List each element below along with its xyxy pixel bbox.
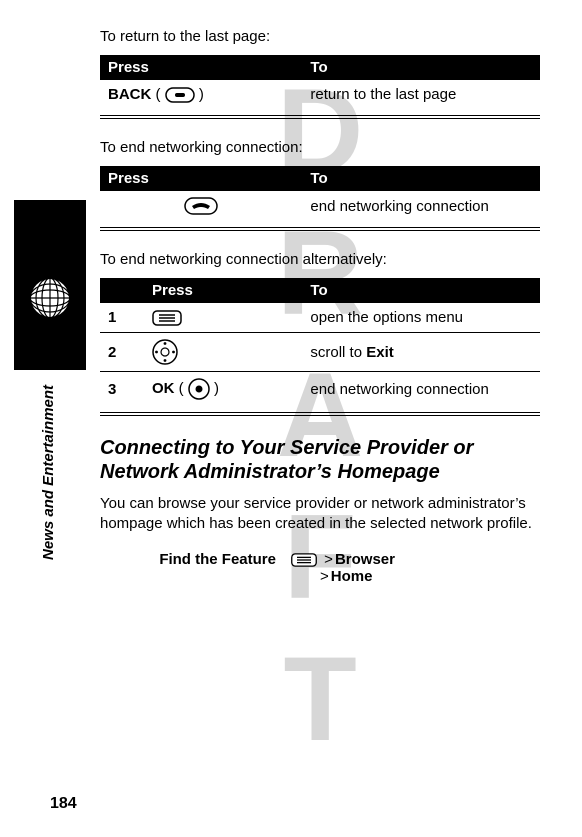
table-end-conn: Press To end networking connection <box>100 166 540 221</box>
to-cell: end networking connection <box>302 372 540 407</box>
nav-key-icon <box>152 339 178 365</box>
table-end-rule <box>100 227 540 231</box>
col-press: Press <box>144 278 302 303</box>
col-to: To <box>302 55 540 80</box>
col-to: To <box>302 278 540 303</box>
page-number: 184 <box>50 795 77 813</box>
press-cell <box>100 191 302 221</box>
intro-end-conn: To end networking connection: <box>100 139 540 156</box>
section-heading: Connecting to Your Service Provider or N… <box>100 436 540 484</box>
paren-open: ( <box>179 380 188 397</box>
table-row: 2 scroll to Exit <box>100 333 540 372</box>
exit-label: Exit <box>366 344 394 361</box>
press-cell: BACK ( ) <box>100 80 302 109</box>
body-paragraph: You can browse your service provider or … <box>100 494 540 535</box>
path-browser: Browser <box>335 551 395 568</box>
paren-close: ) <box>199 86 204 103</box>
sidebar-section-label: News and Entertainment <box>40 385 57 560</box>
table-return-last-page: Press To BACK ( ) return to the <box>100 55 540 109</box>
table-end-rule <box>100 115 540 119</box>
globe-icon <box>28 276 72 320</box>
paren-close: ) <box>214 380 219 397</box>
table-row: 3 OK ( ) end networking connection <box>100 372 540 407</box>
action-prefix: scroll to <box>310 344 366 361</box>
path-home: Home <box>331 568 373 585</box>
end-key-icon <box>184 197 218 215</box>
main-content: To return to the last page: Press To BAC… <box>100 28 540 585</box>
path-sep: > <box>318 568 331 585</box>
intro-end-conn-alt: To end networking connection alternative… <box>100 251 540 268</box>
center-key-icon <box>188 378 210 400</box>
col-to: To <box>302 166 540 191</box>
find-feature-path: >Browser >Home <box>290 551 395 585</box>
menu-key-icon <box>290 553 318 567</box>
col-press: Press <box>100 55 302 80</box>
find-feature-label: Find the Feature <box>100 551 290 585</box>
press-cell <box>144 333 302 372</box>
table-row: BACK ( ) return to the last page <box>100 80 540 109</box>
menu-key-icon <box>152 310 182 326</box>
softkey-back-icon <box>165 87 195 103</box>
table-row: end networking connection <box>100 191 540 221</box>
intro-return-last-page: To return to the last page: <box>100 28 540 45</box>
to-cell: open the options menu <box>302 303 540 333</box>
back-key-label: BACK <box>108 86 151 103</box>
to-cell: scroll to Exit <box>302 333 540 372</box>
table-end-conn-alt: Press To 1 open the options me <box>100 278 540 406</box>
paren-open: ( <box>156 86 165 103</box>
col-press: Press <box>100 166 302 191</box>
press-cell <box>144 303 302 333</box>
ok-key-label: OK <box>152 380 175 397</box>
step-number: 2 <box>100 333 144 372</box>
page: News and Entertainment To return to the … <box>0 0 582 837</box>
table-row: 1 open the options menu <box>100 303 540 333</box>
table-end-rule <box>100 412 540 416</box>
to-cell: return to the last page <box>302 80 540 109</box>
to-cell: end networking connection <box>302 191 540 221</box>
press-cell: OK ( ) <box>144 372 302 407</box>
step-number: 3 <box>100 372 144 407</box>
step-number: 1 <box>100 303 144 333</box>
find-the-feature: Find the Feature >Browser >Home <box>100 551 540 585</box>
path-sep: > <box>322 551 335 568</box>
